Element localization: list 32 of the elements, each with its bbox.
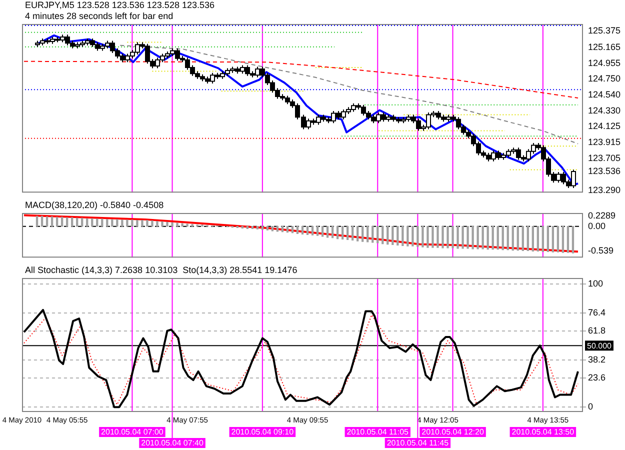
chart-title: MACD(38,120,20) -0.5840 -0.4508 — [25, 200, 164, 210]
y-tick-label: 61.8 — [588, 326, 606, 336]
y-tick-label: 0.00 — [588, 220, 606, 231]
y-tick-label: 38.2 — [588, 354, 606, 365]
ref-line-label: 2010.05.04 11:05 — [346, 428, 410, 437]
y-tick-label: 125.165 — [588, 42, 621, 52]
y-tick-label: 76.4 — [588, 308, 606, 318]
y-tick-label: 124.125 — [588, 121, 621, 132]
ref-line-label: 2010.05.04 12:20 — [422, 428, 484, 437]
y-tick-label: 124.330 — [588, 105, 621, 116]
ref-line-label: 2010.05.04 09:10 — [231, 428, 294, 437]
chart-title: All Stochastic (14,3,3) 7.2638 10.3103 Sto(14,3,3) 28.5541 19.1476 — [25, 264, 298, 275]
y-tick-label: 125.375 — [588, 26, 621, 36]
ref-line-label: 50.000 — [587, 341, 612, 350]
ref-line-label: 2010.05.04 07:00 — [101, 428, 164, 437]
y-tick-label: 124.750 — [588, 73, 621, 84]
ref-line-label: 2010.05.04 13:50 — [512, 428, 575, 437]
y-tick-label: 123.915 — [588, 137, 621, 148]
y-tick-label: -0.539 — [588, 246, 614, 256]
y-tick-label: 124.540 — [588, 89, 621, 100]
y-tick-label: 124.955 — [588, 58, 621, 68]
y-tick-label: 123.536 — [588, 166, 621, 176]
y-tick-label: 23.6 — [588, 372, 606, 383]
y-tick-label: 123.705 — [588, 153, 621, 164]
y-tick-label: 0.2289 — [588, 210, 616, 220]
y-tick-label: 100 — [588, 278, 604, 289]
y-tick-label: 123.290 — [588, 184, 621, 195]
y-tick-label: 0 — [588, 402, 594, 412]
chart-title: EURJPY,M5 123.528 123.536 123.528 123.536 — [25, 0, 214, 10]
text: 4 minutes 28 seconds left for bar end — [25, 10, 174, 21]
ref-line-label: 2010.05.04 07:40 — [141, 438, 204, 448]
ref-line-label: 2010.05.04 11:45 — [386, 438, 450, 448]
